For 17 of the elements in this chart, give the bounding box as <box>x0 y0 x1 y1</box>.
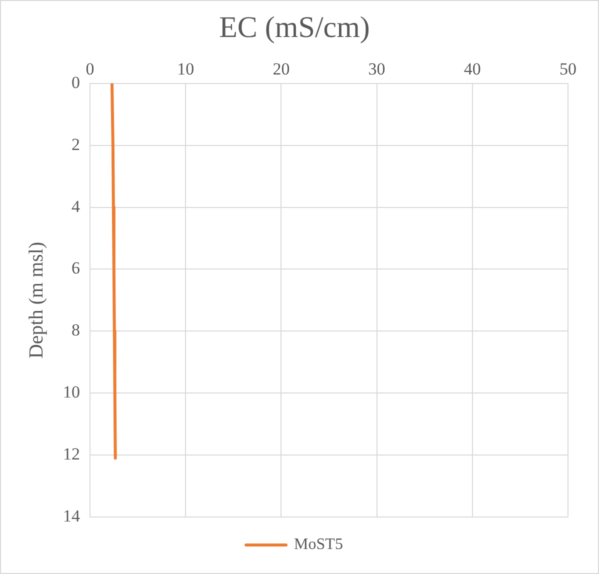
x-tick-label: 20 <box>272 60 290 79</box>
x-tick-label: 40 <box>464 60 481 79</box>
x-tick-label: 30 <box>368 60 386 79</box>
y-tick-label: 0 <box>72 72 80 92</box>
chart-title: EC (mS/cm) <box>219 10 370 44</box>
y-tick-label: 6 <box>72 258 80 278</box>
y-tick-label: 12 <box>63 444 80 464</box>
x-tick-label: 50 <box>560 60 576 79</box>
y-tick-label: 4 <box>72 196 80 216</box>
y-axis-title: Depth (m msl) <box>25 242 48 359</box>
x-tick-label: 0 <box>86 60 94 79</box>
x-tick-label: 10 <box>177 60 194 79</box>
y-tick-label: 10 <box>63 382 80 402</box>
y-tick-label: 14 <box>63 506 80 526</box>
y-tick-label: 2 <box>72 134 80 154</box>
y-tick-label: 8 <box>72 320 80 340</box>
legend-label: MoST5 <box>294 536 343 554</box>
